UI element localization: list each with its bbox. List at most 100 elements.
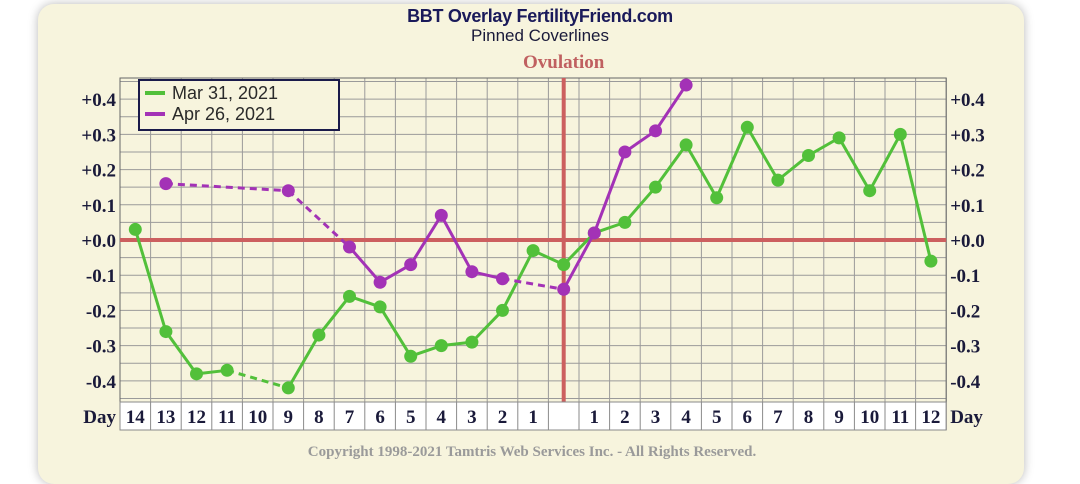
data-point bbox=[740, 120, 754, 134]
data-point bbox=[190, 367, 203, 381]
chart-title: BBT Overlay FertilityFriend.com bbox=[407, 6, 673, 26]
data-point bbox=[404, 349, 418, 363]
data-point bbox=[159, 325, 173, 339]
x-tick-label: 11 bbox=[218, 407, 236, 428]
x-tick-label: 8 bbox=[314, 407, 324, 428]
data-point bbox=[679, 138, 693, 152]
x-tick-label: 5 bbox=[406, 407, 416, 428]
data-point bbox=[373, 300, 387, 314]
data-point bbox=[618, 145, 632, 159]
data-point bbox=[159, 177, 173, 191]
copyright-notice: Copyright 1998-2021 Tamtris Web Services… bbox=[307, 444, 757, 460]
series-segment bbox=[317, 295, 351, 337]
y-tick-label-right: +0.0 bbox=[950, 231, 985, 252]
x-tick-label: 7 bbox=[773, 407, 783, 428]
y-tick-label-left: +0.3 bbox=[81, 125, 116, 146]
x-tick-label: 4 bbox=[681, 407, 691, 428]
y-tick-label-left: +0.0 bbox=[81, 231, 116, 252]
series-segment bbox=[654, 84, 688, 132]
x-tick-label: 9 bbox=[834, 407, 844, 428]
series-segment bbox=[592, 151, 627, 234]
x-tick-label: 10 bbox=[860, 407, 879, 428]
y-tick-label-left: -0.1 bbox=[86, 266, 116, 287]
series-segment bbox=[409, 214, 443, 266]
series-segment bbox=[470, 309, 504, 344]
series-segment bbox=[287, 334, 321, 389]
data-point bbox=[587, 226, 601, 240]
data-point bbox=[618, 215, 632, 229]
x-tick-label: 3 bbox=[651, 407, 661, 428]
series-segment-dashed bbox=[165, 182, 289, 193]
data-point bbox=[557, 282, 571, 296]
data-point bbox=[649, 180, 662, 194]
legend-box bbox=[138, 79, 340, 131]
x-tick-label: 13 bbox=[156, 407, 175, 428]
y-tick-label-right: -0.4 bbox=[950, 372, 981, 393]
x-tick-label: 12 bbox=[187, 407, 206, 428]
data-point bbox=[496, 303, 509, 317]
data-point bbox=[281, 381, 295, 395]
y-tick-label-left: +0.2 bbox=[81, 161, 116, 182]
series-segment bbox=[837, 137, 871, 192]
data-point bbox=[526, 244, 540, 258]
series-segment bbox=[776, 154, 810, 182]
series-segment-dashed bbox=[502, 277, 564, 291]
y-tick-label-right: +0.1 bbox=[950, 196, 985, 217]
legend-label: Apr 26, 2021 bbox=[172, 104, 275, 124]
x-tick-label: 4 bbox=[437, 407, 447, 428]
data-point bbox=[924, 254, 938, 268]
x-tick-label: 6 bbox=[743, 407, 753, 428]
x-tick-label: 9 bbox=[284, 407, 294, 428]
data-point bbox=[679, 78, 693, 92]
series-segment bbox=[684, 144, 718, 199]
y-tick-label-left: -0.2 bbox=[86, 301, 116, 322]
x-tick-label: 2 bbox=[620, 407, 630, 428]
data-point bbox=[434, 339, 448, 353]
series-segment bbox=[623, 186, 657, 224]
y-tick-label-left: -0.3 bbox=[86, 337, 116, 358]
data-point bbox=[802, 148, 815, 162]
data-point bbox=[373, 275, 387, 289]
y-tick-label-left: +0.1 bbox=[81, 196, 116, 217]
series-segment bbox=[654, 144, 688, 189]
data-point bbox=[465, 335, 479, 349]
x-tick-label: 11 bbox=[891, 407, 909, 428]
x-tick-label: 8 bbox=[804, 407, 814, 428]
data-point bbox=[465, 265, 479, 279]
y-tick-label-right: -0.1 bbox=[950, 266, 980, 287]
series-segment bbox=[562, 232, 596, 291]
data-point bbox=[496, 272, 509, 286]
data-point bbox=[404, 258, 418, 272]
y-tick-label-left: -0.4 bbox=[86, 372, 117, 393]
chart-overlays: Ovulation bbox=[120, 52, 947, 402]
series-segment bbox=[348, 246, 382, 284]
bbt-overlay-chart: Ovulation +0.4 +0.4+0.3 +0.3+0.2 +0.2+0.1 +0… bbox=[81, 52, 985, 431]
series-segment bbox=[439, 214, 474, 273]
x-tick-label: 3 bbox=[467, 407, 477, 428]
series-segment-dashed bbox=[287, 189, 351, 249]
data-point bbox=[832, 131, 846, 145]
data-point bbox=[220, 363, 234, 377]
ovulation-label: Ovulation bbox=[523, 52, 605, 73]
series-segment-dashed bbox=[226, 368, 289, 390]
x-tick-label: 14 bbox=[126, 407, 146, 428]
data-point bbox=[649, 124, 662, 138]
day-axis-row bbox=[119, 401, 947, 431]
data-point bbox=[343, 289, 356, 303]
series-segment bbox=[898, 133, 933, 262]
data-point bbox=[893, 127, 907, 141]
y-tick-label-right: +0.2 bbox=[950, 161, 985, 182]
x-axis-label-left: Day bbox=[83, 407, 116, 428]
y-tick-label-right: -0.2 bbox=[950, 301, 980, 322]
series-segment bbox=[378, 306, 412, 358]
x-tick-label: 1 bbox=[590, 407, 600, 428]
x-tick-label: 2 bbox=[498, 407, 508, 428]
y-tick-label-left: +0.4 bbox=[81, 90, 116, 111]
x-tick-label: 10 bbox=[248, 407, 267, 428]
x-tick-label: 5 bbox=[712, 407, 722, 428]
data-point bbox=[771, 173, 785, 187]
data-point bbox=[863, 184, 877, 198]
data-point bbox=[343, 240, 356, 254]
x-tick-label: 7 bbox=[345, 407, 355, 428]
